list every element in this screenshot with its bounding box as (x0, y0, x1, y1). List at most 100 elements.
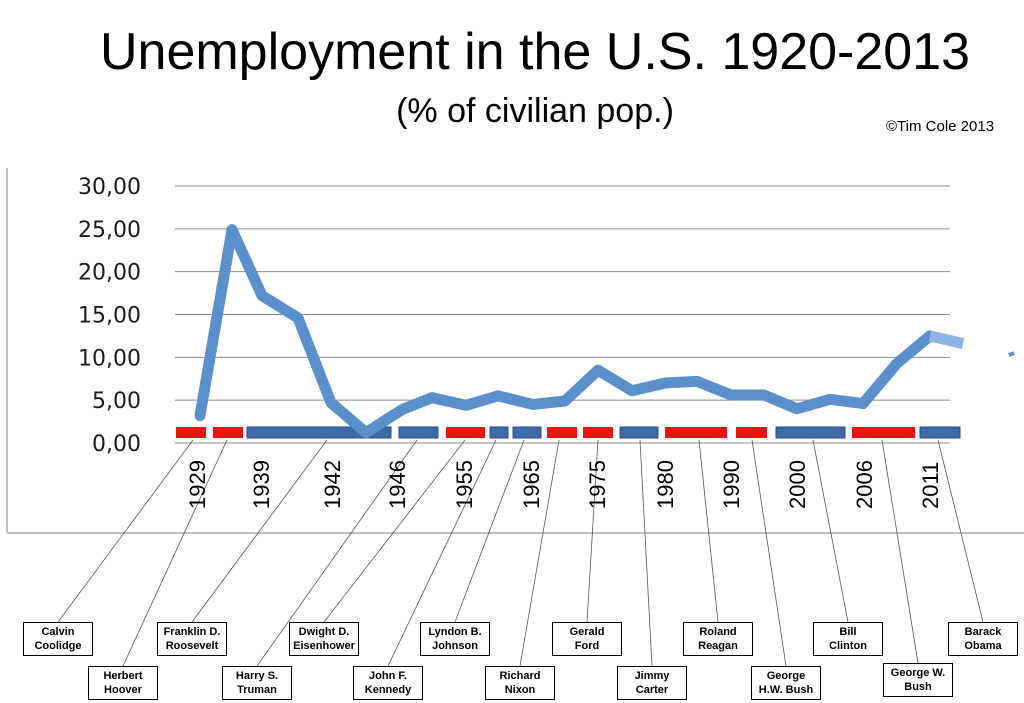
presidency-bar (919, 426, 961, 439)
x-tick-label: 1946 (385, 460, 410, 509)
president-name-box: Dwight D. Eisenhower (289, 622, 359, 656)
y-axis-tick-labels: 0,00 5,00 10,00 15,00 20,00 25,00 30,00 (78, 175, 141, 457)
connector-line (639, 439, 653, 667)
presidency-bar (665, 427, 727, 438)
presidency-bar (213, 427, 243, 438)
x-axis-tick-labels: 1929 1939 1942 1946 1955 1965 1975 1980 1990 2000… (185, 460, 943, 509)
x-tick-label: 2000 (785, 460, 810, 509)
connector-line (881, 439, 919, 664)
x-tick-label: 1965 (519, 460, 544, 509)
president-name-line: Harry S. (235, 670, 279, 682)
connector-line (698, 439, 719, 623)
connector-line (937, 439, 984, 623)
y-tick-label: 30,00 (78, 175, 141, 200)
president-name-line: Coolidge (34, 640, 82, 652)
president-name-box: Jimmy Carter (617, 666, 687, 700)
x-tick-label: 1942 (320, 460, 345, 509)
presidency-bar (246, 426, 392, 439)
president-name-line: Richard (499, 670, 541, 682)
x-tick-label: 1955 (452, 460, 477, 509)
president-name-line: Bush (904, 681, 932, 693)
president-name-box: Bill Clinton (813, 622, 883, 656)
president-name-line: Barack (964, 626, 1002, 638)
y-tick-label: 5,00 (92, 389, 141, 414)
x-tick-label: 1975 (585, 460, 610, 509)
connector-line (519, 439, 560, 667)
connector-line (586, 439, 599, 623)
x-tick-label: 1980 (653, 460, 678, 509)
presidency-bar (619, 426, 659, 439)
chart-title: Unemployment in the U.S. 1920-2013 (99, 23, 971, 81)
president-name-line: Franklin D. (163, 626, 221, 638)
president-name-line: Reagan (698, 640, 738, 652)
presidency-bar (547, 427, 577, 438)
connector-line (454, 439, 525, 623)
series-line (194, 224, 936, 439)
president-name-line: Bill (839, 626, 857, 638)
president-name-line: Gerald (569, 626, 605, 638)
president-name-box: Roland Reagan (683, 622, 753, 656)
president-name-line: Truman (237, 684, 277, 696)
president-connector-lines (57, 439, 984, 667)
y-tick-label: 15,00 (78, 304, 141, 329)
presidency-bar (852, 427, 915, 438)
connector-line (387, 439, 497, 667)
x-tick-label: 1929 (185, 460, 210, 509)
president-name-line: Johnson (432, 640, 478, 652)
connector-line (122, 439, 228, 667)
presidency-bar (583, 427, 613, 438)
president-name-box: Herbert Hoover (88, 666, 158, 700)
presidency-party-bars (176, 426, 961, 439)
y-tick-label: 25,00 (78, 218, 141, 243)
connector-line (191, 439, 328, 623)
presidency-bar (736, 427, 767, 438)
president-name-line: Clinton (829, 640, 867, 652)
x-tick-label: 1939 (249, 460, 274, 509)
president-name-box: Gerald Ford (552, 622, 622, 656)
series-line-fragment (1008, 351, 1015, 357)
president-name-line: Hoover (104, 684, 142, 696)
president-name-box: Calvin Coolidge (23, 622, 93, 656)
president-name-box: Richard Nixon (485, 666, 555, 700)
president-name-line: George (766, 670, 806, 682)
president-name-box: George W. Bush (883, 663, 953, 697)
presidency-bar (398, 426, 439, 439)
president-name-box: Franklin D. Roosevelt (157, 622, 227, 656)
series-line-extension (928, 330, 965, 349)
connector-line (751, 439, 787, 667)
y-tick-label: 0,00 (92, 432, 141, 457)
president-name-box: Barack Obama (948, 622, 1018, 656)
x-tick-label: 2011 (918, 462, 943, 509)
president-name-line: Ford (574, 640, 600, 652)
y-tick-label: 20,00 (78, 261, 141, 286)
president-name-line: Dwight D. (298, 626, 350, 638)
presidency-bar (446, 427, 485, 438)
president-name-line: Lyndon B. (428, 626, 482, 638)
president-name-line: H.W. Bush (758, 684, 814, 696)
president-name-box: John F. Kennedy (353, 666, 423, 700)
president-name-line: Herbert (103, 670, 143, 682)
connector-line (323, 439, 466, 623)
president-name-line: Roosevelt (165, 640, 219, 652)
president-name-line: Calvin (41, 626, 75, 638)
connector-line (57, 439, 194, 623)
copyright-credit: ©Tim Cole 2013 (886, 118, 995, 135)
president-name-line: Jimmy (634, 670, 670, 682)
presidency-bar (176, 427, 206, 438)
y-tick-label: 10,00 (78, 346, 141, 371)
president-name-line: Eisenhower (293, 640, 355, 652)
president-name-line: Kennedy (364, 684, 412, 696)
presidency-bar (512, 426, 542, 439)
unemployment-series (194, 224, 1015, 439)
x-tick-label: 2006 (852, 460, 877, 509)
president-name-box: Lyndon B. Johnson (420, 622, 490, 656)
president-name-line: Obama (964, 640, 1002, 652)
presidency-bar (775, 426, 846, 439)
president-name-line: Roland (699, 626, 737, 638)
president-name-line: Carter (635, 684, 669, 696)
president-name-line: John F. (369, 670, 407, 682)
president-name-box: Harry S. Truman (222, 666, 292, 700)
president-name-line: George W. (890, 667, 946, 679)
chart-frame (6, 168, 1024, 534)
